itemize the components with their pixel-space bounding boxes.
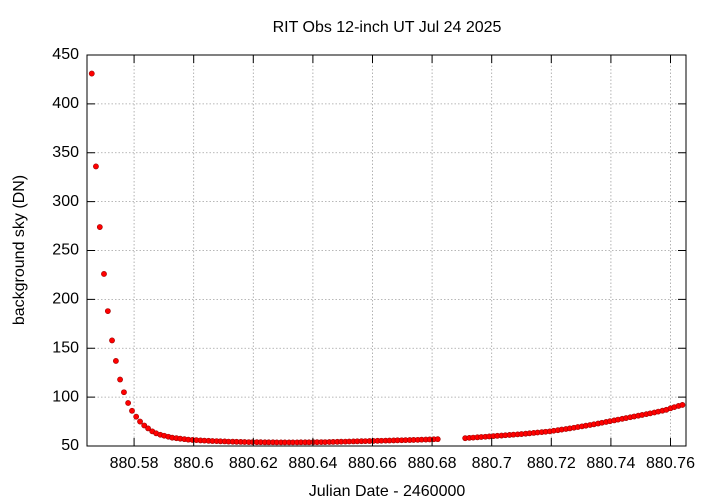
y-tick-label: 200 [52, 291, 79, 308]
point [109, 337, 115, 344]
points [88, 70, 686, 446]
point [133, 413, 140, 420]
point [145, 425, 151, 432]
y-tick-label: 150 [52, 339, 79, 356]
y-tick-label: 450 [52, 46, 79, 63]
chart-title: RIT Obs 12-inch UT Jul 24 2025 [273, 19, 502, 36]
x-tick-label: 880.76 [646, 455, 695, 472]
point [141, 422, 148, 429]
y-tick-label: 300 [52, 193, 79, 210]
point [137, 418, 143, 425]
y-tick-label: 100 [52, 388, 79, 405]
y-tick-label: 50 [61, 437, 79, 454]
point [96, 224, 103, 230]
point [121, 389, 127, 396]
x-tick-label: 880.6 [174, 455, 214, 472]
point [117, 376, 123, 383]
point [679, 402, 686, 408]
point [129, 407, 135, 414]
x-axis-label: Julian Date - 2460000 [309, 483, 466, 500]
x-tick-label: 880.58 [110, 455, 159, 472]
x-tick-label: 880.66 [348, 455, 397, 472]
point [104, 308, 111, 315]
point [88, 70, 95, 77]
x-tick-label: 880.72 [527, 455, 576, 472]
point [434, 436, 441, 443]
point [93, 163, 99, 170]
point [125, 400, 132, 406]
y-axis-label: background sky (DN) [11, 175, 28, 325]
y-tick-label: 350 [52, 144, 79, 161]
x-tick-label: 880.64 [288, 455, 337, 472]
x-tick-label: 880.62 [229, 455, 278, 472]
point [101, 271, 107, 277]
x-tick-label: 880.7 [472, 455, 512, 472]
grid [87, 54, 686, 447]
point [113, 358, 119, 364]
x-tick-label: 880.74 [586, 455, 635, 472]
x-tick-label: 880.68 [408, 455, 457, 472]
y-tick-label: 250 [52, 242, 79, 259]
y-tick-label: 400 [52, 95, 79, 112]
